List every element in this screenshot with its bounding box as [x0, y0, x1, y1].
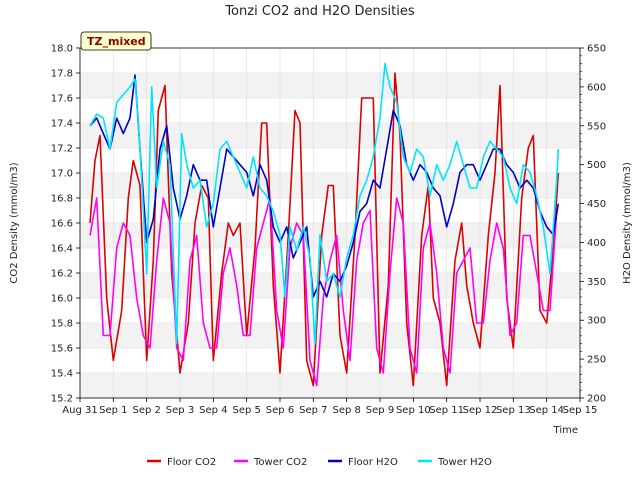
badge-box	[80, 31, 152, 51]
x-tick-label: Sep 3	[166, 405, 194, 416]
y-right-tick-label: 400	[587, 238, 606, 249]
y-left-tick-label: 15.2	[51, 394, 73, 405]
y-right-tick-label: 200	[587, 394, 606, 405]
y-left-tick-label: 15.6	[51, 344, 73, 355]
x-tick-label: Sep 8	[332, 405, 360, 416]
x-axis-title: Time	[553, 425, 578, 436]
legend-item: Tower CO2	[234, 457, 307, 468]
y-left-tick-label: 17.6	[51, 94, 73, 105]
x-tick-label: Aug 31	[62, 405, 97, 416]
x-tick-label: Sep 5	[232, 405, 260, 416]
y-right-tick-label: 650	[587, 44, 606, 55]
x-tick-label: Sep 12	[463, 405, 498, 416]
x-tick-label: Sep 13	[496, 405, 531, 416]
y-right-tick-label: 500	[587, 160, 606, 171]
y-left-tick-label: 18.0	[51, 44, 73, 55]
series-line-tower-co2	[89, 197, 558, 387]
y-left-tick-label: 17.8	[51, 69, 73, 80]
x-tick-label: Sep 1	[99, 405, 127, 416]
series-line-floor-h2o	[89, 74, 560, 298]
legend-item: Floor CO2	[147, 457, 216, 468]
badge-label: TZ_mixed	[87, 35, 146, 48]
y-right-tick-label: 350	[587, 277, 606, 288]
x-tick-label: Sep 11	[429, 405, 464, 416]
y-axis-left: 15.2 15.4 15.6 15.8 16.0 16.2 16.4 16.6 16.8 17.0…	[51, 44, 80, 405]
x-tick-label: Sep 14	[529, 405, 564, 416]
y-left-tick-label: 17.0	[51, 169, 73, 180]
chart-title: Tonzi CO2 and H2O Densities	[224, 4, 415, 19]
y-axis-left-title: CO2 Density (mmol/m3)	[9, 162, 20, 283]
legend-label: Tower CO2	[253, 457, 307, 468]
legend-label: Tower H2O	[437, 457, 492, 468]
y-left-tick-label: 17.4	[51, 119, 73, 130]
legend-label: Floor CO2	[167, 457, 216, 468]
y-right-tick-label: 250	[587, 355, 606, 366]
y-left-tick-label: 16.0	[51, 294, 73, 305]
y-right-tick-label: 300	[587, 316, 606, 327]
x-axis: Aug 31 Sep 1 Sep 2 Sep 3 Sep 4 Sep 5 Sep 6 Sep …	[62, 398, 597, 416]
y-left-tick-label: 16.6	[51, 219, 73, 230]
series-line-floor-co2	[89, 72, 560, 387]
background-band	[80, 323, 580, 348]
y-right-tick-label: 600	[587, 82, 606, 93]
y-left-tick-label: 15.4	[51, 369, 73, 380]
background-band	[80, 373, 580, 398]
background-band	[80, 73, 580, 98]
y-left-tick-label: 17.2	[51, 144, 73, 155]
x-tick-label: Sep 15	[563, 405, 598, 416]
y-left-tick-label: 15.8	[51, 319, 73, 330]
legend-item: Tower H2O	[418, 457, 492, 468]
legend-label: Floor H2O	[348, 457, 398, 468]
x-tick-label: Sep 10	[396, 405, 431, 416]
y-axis-right-title: H2O Density (mmol/m3)	[622, 162, 633, 284]
x-tick-label: Sep 2	[132, 405, 160, 416]
legend-item: Floor H2O	[328, 457, 398, 468]
y-right-tick-label: 450	[587, 199, 606, 210]
y-left-tick-label: 16.4	[51, 244, 73, 255]
y-right-tick-label: 550	[587, 121, 606, 132]
x-tick-label: Sep 6	[266, 405, 294, 416]
x-tick-label: Sep 4	[199, 405, 227, 416]
x-tick-label: Sep 7	[299, 405, 327, 416]
tz-mixed-badge: TZ_mixed	[80, 31, 152, 51]
y-left-tick-label: 16.8	[51, 194, 73, 205]
series-line-tower-h2o	[89, 62, 560, 345]
legend: Floor CO2 Tower CO2 Floor H2O Tower H2O	[147, 457, 492, 468]
y-left-tick-label: 16.2	[51, 269, 73, 280]
series-lines	[89, 62, 560, 387]
y-axis-right: 200 250 300 350 400 450 500 550 600 650	[580, 44, 606, 405]
x-tick-label: Sep 9	[366, 405, 394, 416]
